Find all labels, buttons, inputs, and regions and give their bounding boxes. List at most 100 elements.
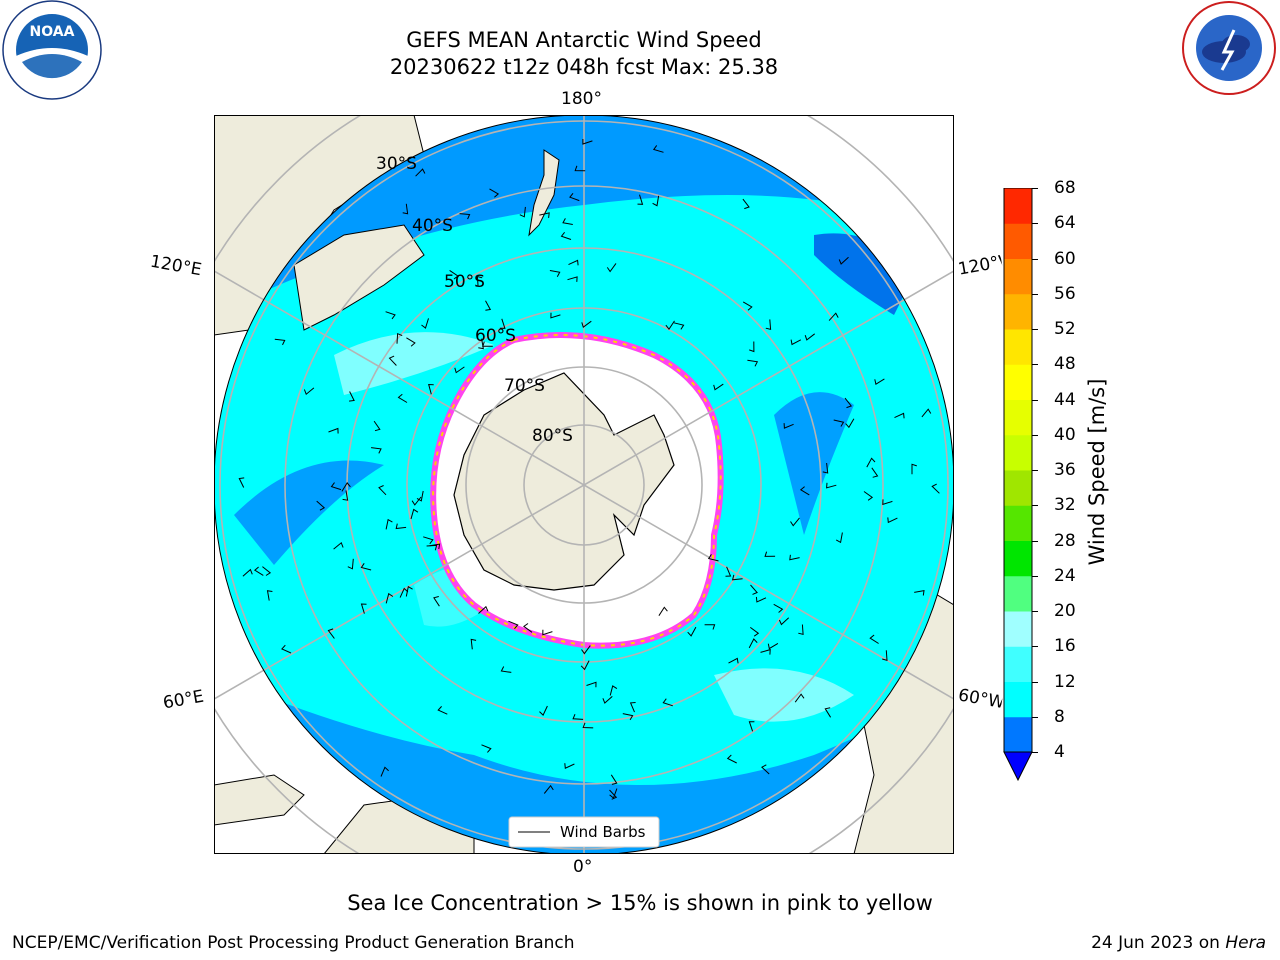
- wind-barb: [371, 447, 382, 454]
- wind-barb: [395, 523, 407, 530]
- wind-barb: [629, 702, 636, 713]
- chart-subtitle: 20230622 t12z 048h fcst Max: 25.38: [389, 55, 779, 79]
- wind-barb: [725, 566, 732, 577]
- wind-barb: [476, 275, 483, 287]
- lon-label-60w: 60°W: [956, 685, 1004, 713]
- wind-barb: [804, 333, 816, 341]
- wind-barb: [790, 339, 802, 346]
- wind-barb: [303, 387, 315, 396]
- wind-barb: [388, 355, 397, 366]
- wind-barb: [894, 412, 905, 419]
- wind-barb: [574, 165, 586, 172]
- barb-legend-label: Wind Barbs: [560, 823, 646, 841]
- colorbar-tick-label: 12: [1054, 671, 1076, 692]
- wind-barb: [871, 467, 879, 478]
- wind-barb: [349, 391, 355, 402]
- footer-credit: NCEP/EMC/Verification Post Processing Pr…: [12, 933, 575, 953]
- wind-barb: [609, 685, 618, 696]
- colorbar-tick-mark: [1032, 434, 1038, 436]
- polar-map: 30°S 40°S 50°S 60°S 70°S 80°S Wind Barbs: [214, 115, 954, 854]
- colorbar-band: [1004, 223, 1032, 259]
- wind-barb: [755, 596, 767, 603]
- colorbar-band: [1004, 575, 1032, 612]
- colorbar-tick-label: 20: [1054, 601, 1076, 621]
- lon-label-180: 180°: [561, 89, 602, 109]
- colorbar-tick-label: 64: [1054, 213, 1076, 234]
- barb-legend: Wind Barbs: [508, 816, 660, 848]
- wind-barb: [760, 648, 771, 655]
- wind-barb: [238, 477, 245, 488]
- lat-label-70s: 70°S: [504, 376, 545, 396]
- wind-barb: [742, 301, 753, 311]
- colorbar-tick-label: 60: [1054, 248, 1076, 269]
- wind-barb: [582, 722, 594, 729]
- wind-barb: [869, 634, 879, 644]
- wind-barb: [838, 256, 849, 265]
- wind-barb: [360, 563, 372, 571]
- footer-date-text: 24 Jun 2023 on: [1091, 933, 1220, 953]
- wind-barb: [459, 213, 471, 220]
- wind-barb: [581, 320, 592, 329]
- lat-label-60s: 60°S: [475, 326, 516, 346]
- wind-barb: [761, 764, 770, 775]
- wind-barb: [330, 482, 342, 491]
- colorbar-tick-label: 44: [1054, 389, 1076, 410]
- colorbar-band: [1004, 470, 1032, 506]
- nws-logo: [1178, 0, 1280, 98]
- wind-barb: [519, 206, 526, 218]
- colorbar-tick-mark: [1032, 329, 1038, 330]
- colorbar-band: [1004, 681, 1032, 718]
- wind-barb: [835, 532, 843, 544]
- colorbar-tick-mark: [1032, 293, 1038, 295]
- wind-barb: [397, 393, 408, 403]
- colorbar-tick-label: 48: [1054, 354, 1076, 375]
- wind-barb: [665, 320, 675, 331]
- wind-barb: [327, 628, 335, 639]
- wind-barb: [564, 763, 575, 769]
- wind-barb: [423, 536, 434, 545]
- wind-barb: [572, 714, 584, 720]
- colorbar-band: [1004, 434, 1032, 471]
- wind-barb: [380, 766, 389, 777]
- colorbar-tick-label: 56: [1054, 283, 1076, 304]
- colorbar-tick-label: 28: [1054, 530, 1076, 551]
- caption: Sea Ice Concentration > 15% is shown in …: [347, 891, 933, 915]
- wind-barb: [539, 212, 550, 218]
- wind-barb: [921, 408, 932, 418]
- wind-barb: [609, 788, 618, 799]
- wind-barb: [713, 383, 724, 391]
- wind-barb: [560, 231, 572, 240]
- wind-barb: [489, 188, 500, 198]
- wind-barb: [764, 551, 776, 557]
- wind-barb: [568, 259, 579, 266]
- wind-barb: [543, 784, 554, 794]
- lon-label-120w: 120°W: [956, 252, 1004, 280]
- wind-barb: [911, 463, 917, 475]
- wind-barbs: [238, 139, 940, 800]
- wind-barb: [242, 568, 253, 577]
- wind-barb: [845, 418, 855, 429]
- colorbar-tick-mark: [1032, 258, 1038, 260]
- colorbar-tick-mark: [1032, 399, 1038, 401]
- colorbar-tick-mark: [1032, 188, 1038, 189]
- wind-barb: [783, 423, 794, 429]
- wind-barb: [437, 706, 448, 715]
- colorbar-tick-mark: [1032, 752, 1038, 753]
- wind-barb: [887, 517, 898, 524]
- wind-barb: [481, 744, 492, 753]
- lon-label-0: 0°: [573, 857, 593, 877]
- wind-barb: [602, 696, 613, 704]
- wind-barb: [799, 486, 810, 496]
- colorbar: [1002, 187, 1034, 783]
- wind-barb: [748, 721, 755, 732]
- lat-label-50s: 50°S: [444, 272, 485, 292]
- wind-barb: [707, 554, 719, 562]
- colorbar-tick-label: 52: [1054, 319, 1076, 339]
- wind-barb: [478, 605, 489, 614]
- colorbar-band: [1004, 364, 1032, 400]
- wind-barb: [748, 638, 758, 649]
- wind-barb: [790, 517, 800, 527]
- wind-barb: [637, 194, 644, 205]
- wind-barb: [828, 312, 839, 321]
- wind-barb: [673, 322, 685, 330]
